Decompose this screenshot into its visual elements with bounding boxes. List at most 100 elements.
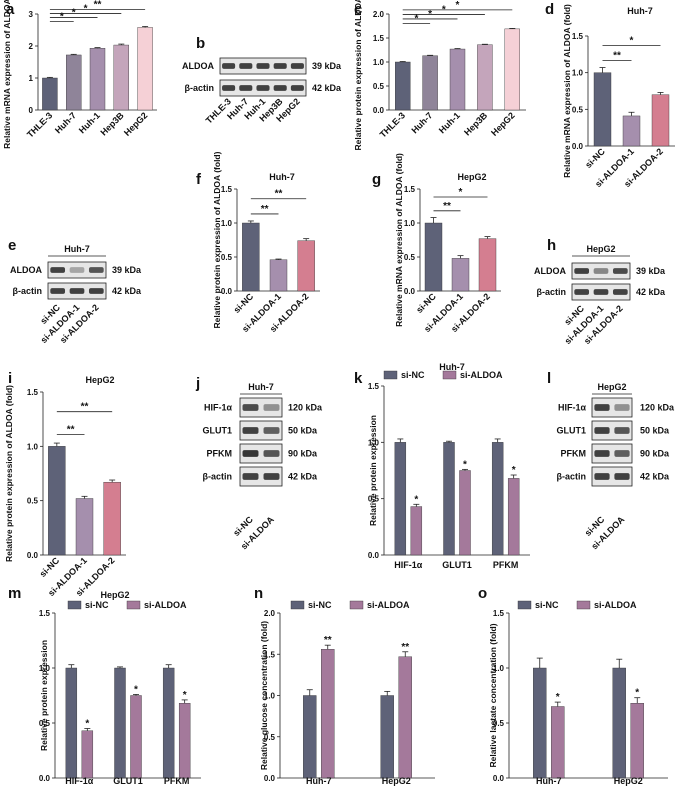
- y-axis-label: Relative glucose concentration (fold): [259, 621, 269, 770]
- x-tick-label: Huh-1: [437, 110, 462, 135]
- legend-swatch: [383, 370, 398, 380]
- blot-title: HepG2: [586, 244, 615, 254]
- blot-band: [88, 267, 104, 273]
- chart-a: 0 1 2 3 Relative mRNA expression of ALDOA (f…: [2, 0, 157, 149]
- y-tick-label: 3: [29, 10, 34, 19]
- bar: [297, 240, 315, 292]
- y-tick-label: 1.5: [27, 388, 39, 397]
- blot-band: [263, 404, 280, 411]
- bar: [504, 28, 520, 111]
- legend-label: si-ALDOA: [144, 600, 187, 610]
- y-axis-label: Relative protein expression of ALDOA (fo…: [212, 151, 222, 328]
- significance-label: **: [261, 204, 269, 215]
- panel-letter-a: a: [6, 1, 15, 18]
- y-tick-label: 0.5: [404, 253, 416, 262]
- blot-band: [69, 267, 85, 273]
- chart-title: Huh-7: [627, 6, 653, 16]
- y-tick-label: 0.5: [368, 495, 380, 504]
- bar: [395, 61, 411, 111]
- chart-title: HepG2: [85, 375, 114, 385]
- significance-label: **: [94, 0, 102, 10]
- blot-strip: [239, 420, 283, 441]
- bar: [42, 77, 58, 111]
- blot-band: [594, 404, 610, 411]
- panel-letter-d: d: [545, 1, 554, 18]
- blot-kda-label: 39 kDa: [636, 266, 666, 276]
- bar: [593, 72, 612, 147]
- blot-kda-label: 90 kDa: [640, 449, 670, 459]
- significance-label: **: [324, 635, 332, 646]
- bar: [478, 238, 497, 292]
- y-tick-label: 0.0: [27, 551, 39, 560]
- y-tick-label: 1.0: [368, 438, 380, 447]
- legend-swatch: [349, 600, 364, 610]
- panel-letter-l: l: [547, 370, 551, 387]
- y-tick-label: 0.0: [572, 142, 584, 151]
- significance-label: **: [401, 642, 409, 653]
- bar: [622, 115, 641, 147]
- bar: [449, 48, 466, 111]
- western-blot-j: Huh-7 HIF-1α 120 kDa GLUT1 50 kDa PFKM 90 kDa β…: [202, 382, 323, 551]
- bar: [65, 667, 78, 779]
- y-tick-label: 1.5: [373, 34, 385, 43]
- bar: [477, 44, 493, 111]
- chart-m: 0.0 0.5 1.0 1.5 Relative protein expression H…: [39, 590, 201, 786]
- significance-label: **: [443, 201, 451, 212]
- chart-c: 0.0 0.5 1.0 1.5 2.0 Relative protein expressi…: [353, 0, 526, 150]
- blot-strip: [239, 443, 283, 464]
- blot-band: [242, 404, 259, 411]
- legend-swatch: [67, 600, 82, 610]
- blot-row-label: ALDOA: [182, 61, 214, 71]
- bar: [321, 649, 335, 779]
- blot-band: [614, 450, 630, 457]
- significance-label: **: [81, 402, 89, 413]
- blot-row-label: HIF-1α: [558, 403, 587, 413]
- y-axis-label: Relative protein expression: [39, 640, 49, 751]
- bar: [162, 667, 175, 779]
- y-tick-label: 2.0: [373, 10, 385, 19]
- legend-swatch: [290, 600, 305, 610]
- panel-letter-j: j: [195, 375, 200, 392]
- x-tick-label: GLUT1: [442, 560, 472, 570]
- x-tick-label: si-NC: [583, 146, 607, 170]
- y-axis-label: Relative protein expression of ALDOA (fo…: [4, 385, 14, 562]
- y-tick-label: 0.5: [221, 253, 233, 262]
- blot-row-label: GLUT1: [202, 426, 232, 436]
- significance-label: **: [67, 425, 75, 436]
- blot-band: [222, 63, 236, 69]
- blot-band: [256, 63, 270, 69]
- blot-band: [614, 427, 630, 434]
- significance-label: *: [463, 459, 467, 470]
- blot-band: [256, 85, 270, 91]
- y-axis-label: Relative protein expression: [368, 415, 378, 526]
- y-axis-label: Relative mRNA expression of ALDOA (fold): [2, 0, 12, 149]
- y-axis-label: Relative mRNA expression of ALDOA (fold): [562, 4, 572, 178]
- blot-row-label: HIF-1α: [204, 403, 233, 413]
- blot-row-label: β-actin: [13, 286, 43, 296]
- blot-strip: [239, 397, 283, 418]
- significance-label: *: [456, 0, 460, 11]
- x-tick-label: HepG2: [614, 776, 643, 786]
- blot-row-label: ALDOA: [534, 266, 566, 276]
- blot-band: [594, 473, 610, 480]
- bar: [507, 478, 520, 556]
- legend-label: si-ALDOA: [367, 600, 410, 610]
- panel-letter-k: k: [354, 370, 363, 387]
- x-tick-label: si-NC: [38, 555, 62, 579]
- bar: [410, 506, 423, 556]
- legend-swatch: [442, 370, 457, 380]
- blot-row-label: β-actin: [537, 287, 567, 297]
- blot-band: [290, 85, 304, 91]
- x-tick-label: GLUT1: [113, 776, 143, 786]
- bar: [651, 94, 670, 147]
- chart-title: Huh-7: [269, 172, 295, 182]
- legend-swatch: [576, 600, 591, 610]
- significance-label: *: [630, 36, 634, 47]
- x-tick-label: HepG2: [489, 110, 517, 138]
- bar: [65, 54, 82, 111]
- blot-band: [242, 473, 259, 480]
- chart-n: 0.0 0.5 1.0 1.5 2.0 Relative glucose concentr…: [259, 600, 435, 786]
- blot-row-label: PFKM: [561, 449, 587, 459]
- bar: [630, 703, 644, 779]
